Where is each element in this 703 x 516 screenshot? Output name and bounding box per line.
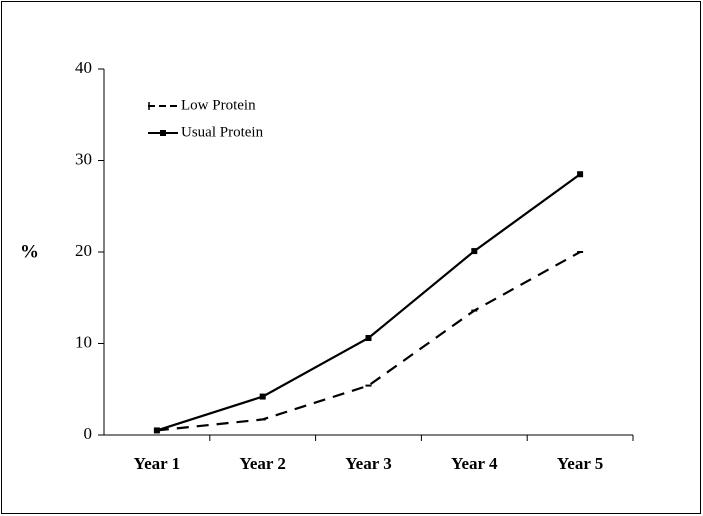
x-tick-label: Year 4 — [451, 454, 498, 473]
y-tick-label: 10 — [75, 332, 92, 351]
legend-label: Usual Protein — [181, 124, 264, 140]
y-axis-label: % — [20, 241, 39, 262]
x-tick-label: Year 3 — [345, 454, 391, 473]
data-point — [471, 248, 478, 255]
x-tick-label: Year 5 — [557, 454, 603, 473]
data-point — [577, 171, 584, 178]
y-tick-label: 30 — [75, 149, 92, 168]
legend-marker — [160, 130, 166, 136]
y-tick-label: 20 — [75, 241, 92, 260]
legend-label: Low Protein — [181, 97, 256, 113]
data-point — [365, 335, 372, 342]
series-line — [156, 251, 581, 432]
x-tick-label: Year 2 — [239, 454, 285, 473]
data-point — [153, 427, 160, 434]
y-tick-label: 0 — [84, 424, 93, 443]
data-point — [259, 393, 266, 400]
x-tick-label: Year 1 — [134, 454, 180, 473]
y-tick-label: 40 — [75, 58, 92, 77]
